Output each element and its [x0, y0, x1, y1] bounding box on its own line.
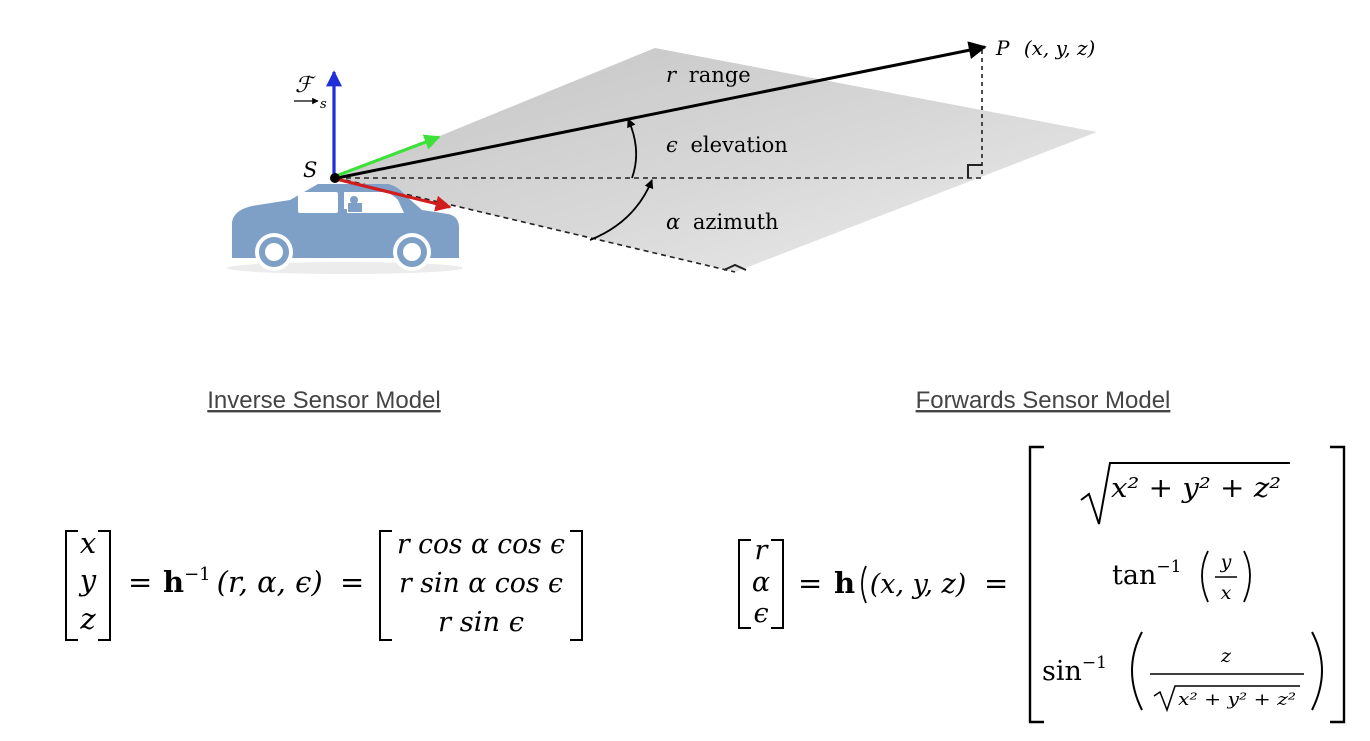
forward-equals-2: = — [984, 566, 1008, 600]
forward-row2-num: y — [1220, 551, 1232, 573]
forward-row1-radicand: x² + y² + z² — [1111, 473, 1281, 504]
point-name: P — [995, 36, 1010, 60]
range-label: r range — [666, 63, 751, 87]
range-text: range — [689, 63, 751, 87]
inverse-lhs-z: z — [79, 602, 96, 636]
point-coords: (x, y, z) — [1024, 36, 1096, 60]
forward-function-args: (x, y, z) — [861, 565, 967, 604]
inverse-lhs-vector: x y z — [65, 526, 111, 641]
inverse-function: h−1 (r, α, ϵ) — [163, 564, 323, 599]
inverse-rhs-row-2: r sin α cos ϵ — [399, 568, 563, 599]
forward-rhs-row-1: x² + y² + z² — [1080, 462, 1290, 525]
forward-lhs-epsilon: ϵ — [753, 598, 768, 629]
forward-row3-exp: −1 — [1082, 653, 1107, 673]
svg-text:sin−1: sin−1 — [1042, 653, 1107, 687]
forward-row3-den-radicand: x² + y² + z² — [1178, 690, 1296, 710]
ground-plane — [337, 48, 1097, 272]
forward-model-title: Forwards Sensor Model — [916, 387, 1171, 414]
inverse-rhs-row-3: r sin ϵ — [438, 607, 524, 638]
range-vector — [336, 41, 987, 180]
elevation-label: ϵ elevation — [666, 133, 788, 157]
svg-text:tan−1: tan−1 — [1112, 557, 1181, 591]
sensor-origin-dot — [330, 173, 340, 183]
azimuth-text: azimuth — [693, 210, 779, 234]
azimuth-symbol: α — [666, 210, 680, 234]
forward-equals-1: = — [798, 566, 822, 600]
forward-rhs-vector: x² + y² + z² tan−1 y x sin−1 z x² + y² +… — [1028, 445, 1346, 724]
sensor-origin-label: S — [303, 158, 317, 182]
frame-subscript: s — [320, 97, 327, 112]
forward-rhs-row-2: tan−1 y x — [1112, 550, 1251, 604]
right-angle-marker — [967, 164, 982, 178]
forward-lhs-r: r — [755, 535, 770, 566]
elevation-arc — [627, 118, 638, 179]
azimuth-label: α azimuth — [666, 210, 779, 234]
forward-function-args-text: (x, y, z) — [870, 569, 967, 600]
sensor-forward-axis — [335, 134, 441, 178]
forward-row3-fn: sin — [1042, 656, 1082, 687]
inverse-equals-1: = — [128, 565, 152, 599]
forward-rhs-row-3: sin−1 z x² + y² + z² — [1042, 631, 1323, 713]
inverse-function-args: (r, α, ϵ) — [217, 565, 323, 599]
car-icon — [227, 184, 463, 274]
elevation-text: elevation — [690, 133, 787, 157]
forward-lhs-vector: r α ϵ — [738, 535, 784, 629]
inverse-function-exp: −1 — [184, 564, 211, 585]
forward-row3-num: z — [1220, 645, 1232, 667]
inverse-lhs-y: y — [78, 563, 97, 597]
inverse-rhs-row-1: r cos α cos ϵ — [397, 529, 565, 560]
range-symbol: r — [666, 63, 678, 87]
forward-row2-fn: tan — [1112, 560, 1156, 591]
elevation-symbol: ϵ — [666, 133, 678, 157]
forward-row2-exp: −1 — [1156, 557, 1181, 577]
frame-symbol: ℱ — [295, 73, 316, 98]
inverse-function-name: h — [163, 565, 184, 599]
point-label: P (x, y, z) — [995, 36, 1095, 60]
sensor-side-axis — [335, 177, 452, 212]
forward-function-name: h — [834, 566, 855, 600]
plane-corner-marker — [723, 263, 747, 271]
inverse-lhs-x: x — [80, 526, 96, 560]
azimuth-arc — [589, 179, 654, 241]
forward-row2-den: x — [1221, 582, 1232, 604]
inverse-model-title: Inverse Sensor Model — [207, 387, 440, 414]
forward-lhs-alpha: α — [752, 567, 770, 598]
inverse-equals-2: = — [340, 565, 364, 599]
inverse-rhs-vector: r cos α cos ϵ r sin α cos ϵ r sin ϵ — [379, 529, 583, 641]
